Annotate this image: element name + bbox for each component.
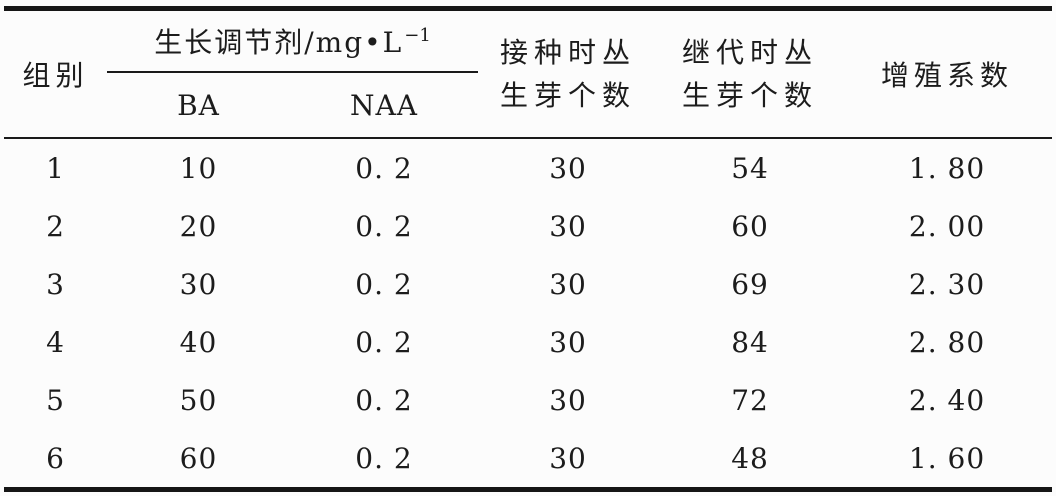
- cell-multiplication-coefficient: 1. 60: [908, 441, 986, 475]
- header-group: 组别: [22, 59, 89, 92]
- table-row: 6 60 0. 2 30 48 1. 60: [4, 429, 1052, 490]
- cell-shoots-at-inoculation: 30: [549, 325, 587, 359]
- cell-shoots-at-inoculation: 30: [549, 209, 587, 243]
- header-shoots-at-subculture-line2: 生芽个数: [682, 79, 819, 112]
- cell-shoots-at-inoculation: 30: [478, 137, 659, 197]
- cell-shoots-at-subculture: 60: [731, 209, 769, 243]
- header-growth-regulator-label: 生长调节剂/mg•L: [154, 26, 404, 59]
- cell-group: 2: [46, 209, 65, 243]
- cell-shoots-at-subculture: 72: [731, 383, 769, 417]
- table-row: 4 40 0. 2 30 84 2. 80: [4, 313, 1052, 371]
- growth-regulator-table: 组别 生长调节剂/mg•L−1 接种时丛 生芽个数 继代时丛 生芽个数 增殖系数…: [4, 6, 1053, 492]
- cell-naa: 0. 2: [355, 209, 413, 243]
- header-shoots-at-subculture-line1: 继代时丛: [682, 36, 819, 69]
- cell-naa: 0. 2: [290, 137, 479, 197]
- cell-shoots-at-subculture: 69: [731, 267, 769, 301]
- cell-shoots-at-inoculation: 30: [549, 441, 587, 475]
- header-shoots-at-subculture: 继代时丛 生芽个数: [658, 9, 842, 139]
- cell-ba: 30: [179, 267, 218, 301]
- cell-ba: 40: [179, 325, 218, 359]
- cell-ba: 50: [179, 383, 218, 417]
- table-row: 2 20 0. 2 30 60 2. 00: [4, 197, 1052, 255]
- cell-group: 1: [4, 137, 107, 197]
- cell-naa: 0. 2: [355, 441, 413, 475]
- header-ba: BA: [177, 88, 220, 122]
- cell-group: 3: [46, 267, 65, 301]
- cell-group: 4: [46, 325, 65, 359]
- cell-shoots-at-subculture: 54: [658, 137, 843, 197]
- header-growth-regulator-exponent: −1: [404, 25, 431, 46]
- header-growth-regulator: 生长调节剂/mg•L−1: [107, 8, 479, 73]
- header-row-top: 组别 生长调节剂/mg•L−1 接种时丛 生芽个数 继代时丛 生芽个数 增殖系数: [4, 8, 1052, 112]
- cell-multiplication-coefficient: 2. 40: [908, 383, 986, 417]
- header-shoots-at-inoculation-line1: 接种时丛: [500, 36, 637, 69]
- cell-group: 5: [46, 383, 65, 417]
- table-row: 1 10 0. 2 30 54 1. 80: [4, 137, 1053, 197]
- cell-naa: 0. 2: [355, 267, 413, 301]
- cell-shoots-at-subculture: 48: [731, 441, 769, 475]
- cell-group: 6: [46, 441, 65, 475]
- cell-shoots-at-inoculation: 30: [549, 383, 587, 417]
- header-shoots-at-inoculation: 接种时丛 生芽个数: [478, 9, 658, 139]
- header-shoots-at-inoculation-line2: 生芽个数: [500, 79, 637, 112]
- table-row: 5 50 0. 2 30 72 2. 40: [4, 371, 1052, 429]
- cell-ba: 10: [107, 137, 290, 197]
- cell-multiplication-coefficient: 2. 30: [908, 267, 986, 301]
- cell-multiplication-coefficient: 2. 00: [908, 209, 986, 243]
- cell-multiplication-coefficient: 2. 80: [908, 325, 986, 359]
- cell-ba: 20: [179, 209, 218, 243]
- cell-ba: 60: [179, 441, 218, 475]
- table-row: 3 30 0. 2 30 69 2. 30: [4, 255, 1052, 313]
- cell-shoots-at-subculture: 84: [731, 325, 769, 359]
- header-naa: NAA: [350, 88, 418, 122]
- cell-naa: 0. 2: [355, 325, 413, 359]
- cell-shoots-at-inoculation: 30: [549, 267, 587, 301]
- header-row-sub: BA NAA: [4, 72, 1052, 138]
- header-multiplication-coefficient: 增殖系数: [881, 59, 1014, 92]
- table-header: 组别 生长调节剂/mg•L−1 接种时丛 生芽个数 继代时丛 生芽个数 增殖系数…: [4, 8, 1052, 139]
- cell-naa: 0. 2: [355, 383, 413, 417]
- cell-multiplication-coefficient: 1. 80: [842, 137, 1053, 197]
